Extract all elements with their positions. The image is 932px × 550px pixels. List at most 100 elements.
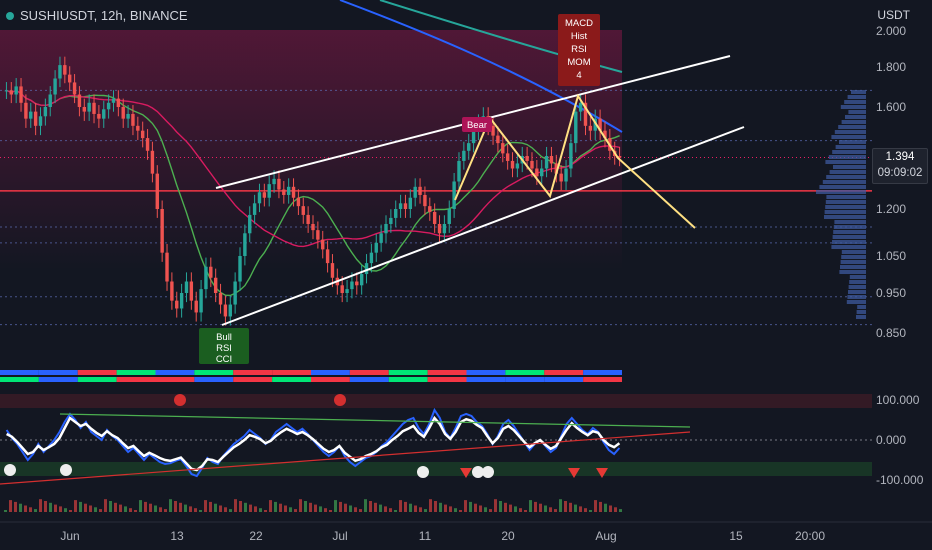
profile-bar <box>831 135 866 139</box>
volume-bar <box>449 506 452 512</box>
volume-bar <box>454 508 457 512</box>
currency-label: USDT <box>877 8 910 22</box>
candle-body <box>588 125 593 131</box>
volume-bar <box>144 501 147 512</box>
trend-strip-bottom <box>311 377 350 382</box>
trend-strip-top <box>388 370 428 375</box>
volume-bar <box>424 509 427 512</box>
time-tick: Jul <box>332 529 347 543</box>
trend-strip-bottom <box>0 377 39 382</box>
candle-body <box>389 217 393 224</box>
panda-icon <box>60 464 72 476</box>
trend-strip-top <box>233 370 273 375</box>
candle-body <box>4 90 9 92</box>
volume-bar <box>584 508 587 512</box>
candle-body <box>510 160 515 169</box>
volume-bar <box>604 503 607 512</box>
volume-bar <box>374 502 377 512</box>
symbol-header[interactable]: SUSHIUSDT, 12h, BINANCE <box>6 8 188 23</box>
osc-trend-green <box>59 413 691 428</box>
profile-bar <box>832 235 866 239</box>
candle-body <box>515 163 520 169</box>
price-glow <box>0 30 622 270</box>
volume-bar <box>484 507 487 512</box>
volume-bar <box>469 501 472 512</box>
volume-bar <box>279 503 282 512</box>
candle-body <box>374 242 378 253</box>
volume-bar <box>94 507 97 512</box>
candle-body <box>277 178 281 190</box>
profile-bar <box>849 280 866 284</box>
time-tick: Jun <box>60 529 79 543</box>
candle-body <box>43 107 48 117</box>
oversold-zone <box>0 462 872 476</box>
candle-body <box>189 281 194 301</box>
sell-arrow-icon <box>568 468 580 478</box>
profile-bar <box>846 300 866 304</box>
trend-strip-top <box>194 370 234 375</box>
candle-body <box>325 249 330 264</box>
candle-body <box>413 186 417 198</box>
profile-bar <box>840 260 866 264</box>
trend-strip-top <box>427 370 467 375</box>
volume-bar <box>569 502 572 512</box>
volume-bar <box>54 504 57 512</box>
bear-badge <box>462 117 492 132</box>
time-tick: 15 <box>729 529 743 543</box>
trend-strip-bottom <box>544 377 584 382</box>
volume-bar <box>4 510 7 512</box>
volume-bar <box>154 505 157 512</box>
volume-bar <box>364 499 367 512</box>
candle-body <box>350 281 354 290</box>
profile-bar <box>826 195 866 199</box>
trend-strip-top <box>155 370 195 375</box>
trend-strip-bottom <box>349 377 389 382</box>
volume-bar <box>539 503 542 512</box>
candle-body <box>603 130 607 139</box>
volume-bar <box>99 509 102 512</box>
volume-bar <box>29 507 32 512</box>
volume-bar <box>259 508 262 512</box>
candle-body <box>384 223 388 234</box>
axes: 0.8500.9501.0501.2001.4001.6001.8002.000… <box>0 24 932 543</box>
profile-bar <box>844 100 866 104</box>
price-tick: 2.000 <box>876 24 906 38</box>
volume-bar <box>139 500 142 512</box>
volume-bar <box>324 508 327 512</box>
candle-body <box>408 197 413 209</box>
profile-bar <box>833 230 866 234</box>
candle-body <box>102 109 106 119</box>
candle-body <box>111 98 116 103</box>
volume-bar <box>134 510 137 512</box>
volume-bar <box>559 499 562 512</box>
volume-bar <box>189 506 192 512</box>
trend-strip-top <box>466 370 506 375</box>
candle-body <box>140 130 145 139</box>
candle-body <box>48 94 52 107</box>
candle-body <box>67 74 72 83</box>
volume-bar <box>269 500 272 512</box>
volume-bar <box>474 503 477 512</box>
volume-bar <box>294 509 297 512</box>
volume-bar <box>114 502 117 512</box>
volume-bar <box>549 507 552 512</box>
profile-bar <box>847 95 866 99</box>
profile-bar <box>849 275 866 279</box>
volume-bar <box>489 509 492 512</box>
bear-label: Bear <box>467 120 487 131</box>
volume-bar <box>354 507 357 512</box>
candle-body <box>267 184 271 198</box>
candle-body <box>291 186 296 198</box>
candle-body <box>82 107 86 112</box>
candle-body <box>578 102 583 112</box>
volume-bar <box>104 499 107 512</box>
profile-bar <box>840 265 866 269</box>
candle-body <box>540 168 544 177</box>
volume-bar <box>334 500 337 512</box>
volume-bar <box>529 500 532 512</box>
price-tick: 0.850 <box>876 326 906 340</box>
volume-bar <box>69 510 72 512</box>
candle-body <box>155 173 159 209</box>
volume-bar <box>319 506 322 512</box>
